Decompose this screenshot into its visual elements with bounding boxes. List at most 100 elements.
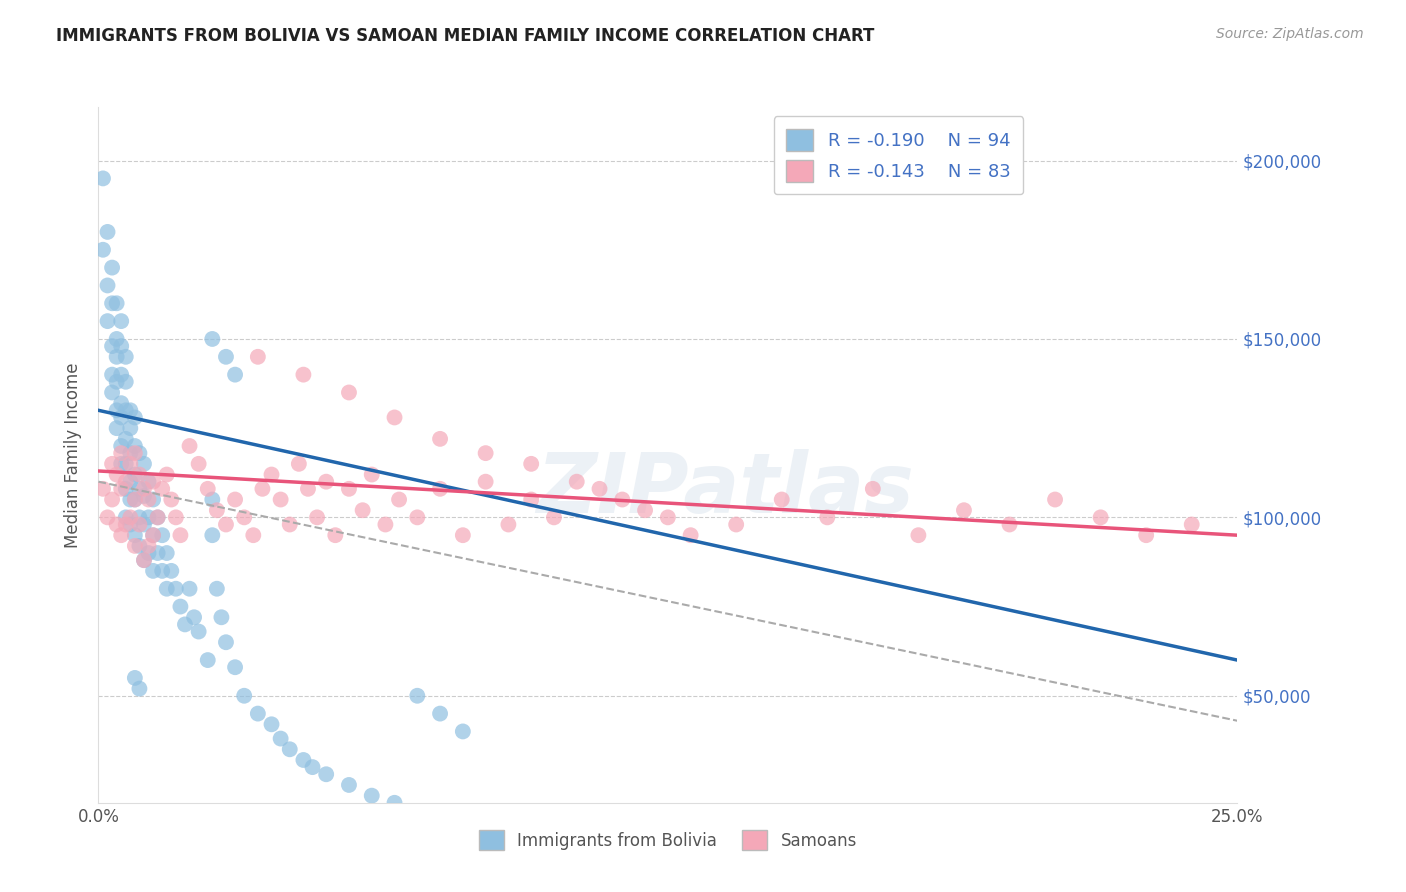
Point — [150, 482, 173, 496]
Point — [110, 314, 132, 328]
Point — [120, 492, 142, 507]
Point — [224, 660, 246, 674]
Point — [1043, 492, 1066, 507]
Point — [384, 410, 406, 425]
Point — [315, 475, 337, 489]
Point — [146, 510, 169, 524]
Point — [120, 421, 142, 435]
Point — [105, 296, 128, 310]
Point — [215, 517, 238, 532]
Point — [278, 742, 301, 756]
Point — [197, 482, 219, 496]
Point — [120, 457, 142, 471]
Point — [124, 492, 146, 507]
Point — [543, 510, 565, 524]
Point — [101, 457, 124, 471]
Y-axis label: Median Family Income: Median Family Income — [65, 362, 83, 548]
Point — [120, 403, 142, 417]
Point — [224, 368, 246, 382]
Point — [337, 778, 360, 792]
Point — [124, 410, 146, 425]
Point — [565, 475, 588, 489]
Point — [307, 510, 329, 524]
Point — [120, 510, 142, 524]
Point — [138, 475, 160, 489]
Point — [187, 457, 209, 471]
Point — [128, 446, 150, 460]
Point — [1181, 517, 1204, 532]
Point — [998, 517, 1021, 532]
Point — [101, 492, 124, 507]
Point — [138, 510, 160, 524]
Point — [406, 689, 429, 703]
Point — [142, 475, 165, 489]
Point — [156, 582, 179, 596]
Point — [252, 482, 274, 496]
Point — [233, 689, 256, 703]
Point — [297, 482, 319, 496]
Point — [337, 482, 360, 496]
Point — [657, 510, 679, 524]
Point — [110, 528, 132, 542]
Point — [292, 753, 315, 767]
Point — [160, 492, 183, 507]
Point — [187, 624, 209, 639]
Point — [114, 517, 136, 532]
Point — [132, 482, 155, 496]
Point — [205, 503, 228, 517]
Point — [124, 528, 146, 542]
Point — [301, 760, 323, 774]
Point — [384, 796, 406, 810]
Point — [246, 350, 269, 364]
Point — [233, 510, 256, 524]
Point — [953, 503, 976, 517]
Point — [110, 396, 132, 410]
Point — [179, 439, 201, 453]
Point — [120, 446, 142, 460]
Point — [146, 510, 169, 524]
Point — [132, 457, 155, 471]
Text: Source: ZipAtlas.com: Source: ZipAtlas.com — [1216, 27, 1364, 41]
Point — [156, 546, 179, 560]
Point — [110, 410, 132, 425]
Point — [114, 482, 136, 496]
Point — [105, 517, 128, 532]
Point — [474, 475, 496, 489]
Point — [91, 482, 114, 496]
Point — [101, 368, 124, 382]
Point — [770, 492, 793, 507]
Point — [815, 510, 838, 524]
Point — [96, 278, 118, 293]
Point — [110, 439, 132, 453]
Point — [1090, 510, 1112, 524]
Point — [124, 671, 146, 685]
Point — [142, 528, 165, 542]
Point — [292, 368, 315, 382]
Point — [124, 446, 146, 460]
Point — [142, 564, 165, 578]
Point — [169, 599, 191, 614]
Point — [124, 439, 146, 453]
Point — [201, 528, 224, 542]
Point — [114, 475, 136, 489]
Point — [205, 582, 228, 596]
Point — [1135, 528, 1157, 542]
Point — [179, 582, 201, 596]
Point — [105, 332, 128, 346]
Point — [588, 482, 610, 496]
Point — [114, 457, 136, 471]
Point — [323, 528, 346, 542]
Point — [612, 492, 634, 507]
Point — [114, 510, 136, 524]
Point — [165, 582, 187, 596]
Point — [138, 546, 160, 560]
Point — [128, 517, 150, 532]
Point — [132, 517, 155, 532]
Point — [132, 553, 155, 567]
Point — [128, 467, 150, 482]
Point — [451, 528, 474, 542]
Point — [101, 296, 124, 310]
Point — [138, 492, 160, 507]
Point — [270, 731, 292, 746]
Point — [128, 539, 150, 553]
